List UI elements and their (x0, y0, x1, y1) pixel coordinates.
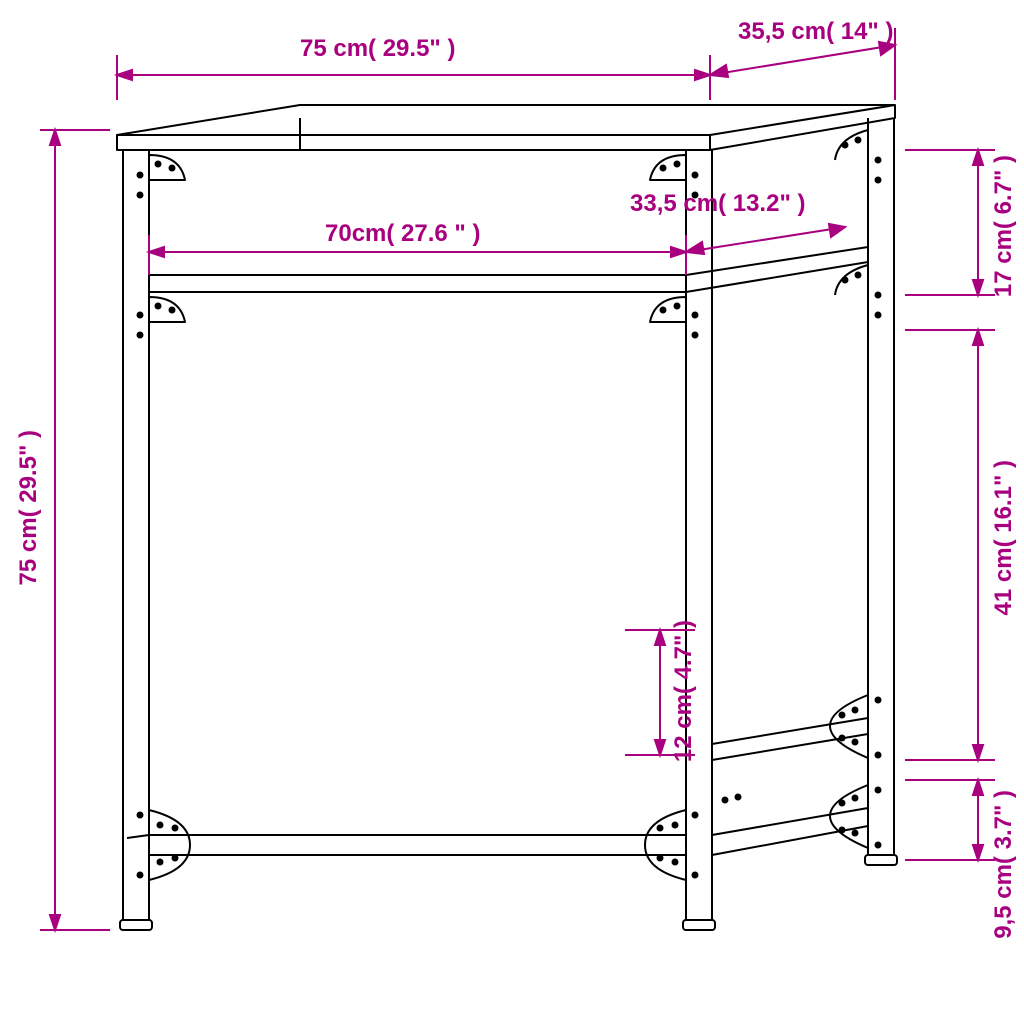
label-shelf-depth: 33,5 cm( 13.2" ) (630, 190, 805, 218)
label-gap-top: 17 cm( 6.7" ) (990, 155, 1018, 297)
diagram-canvas: 75 cm( 29.5" ) 35,5 cm( 14" ) 70cm( 27.6… (0, 0, 1024, 1024)
label-gap-bot: 9,5 cm( 3.7" ) (990, 790, 1018, 939)
label-width-top: 75 cm( 29.5" ) (300, 35, 455, 63)
label-crossbar: 12 cm( 4.7" ) (670, 620, 698, 762)
label-shelf-width: 70cm( 27.6 " ) (325, 220, 480, 248)
label-depth-top: 35,5 cm( 14" ) (738, 18, 893, 46)
dimension-lines (0, 0, 1024, 1024)
label-height-left: 75 cm( 29.5" ) (15, 430, 43, 585)
label-gap-mid: 41 cm( 16.1" ) (990, 460, 1018, 615)
